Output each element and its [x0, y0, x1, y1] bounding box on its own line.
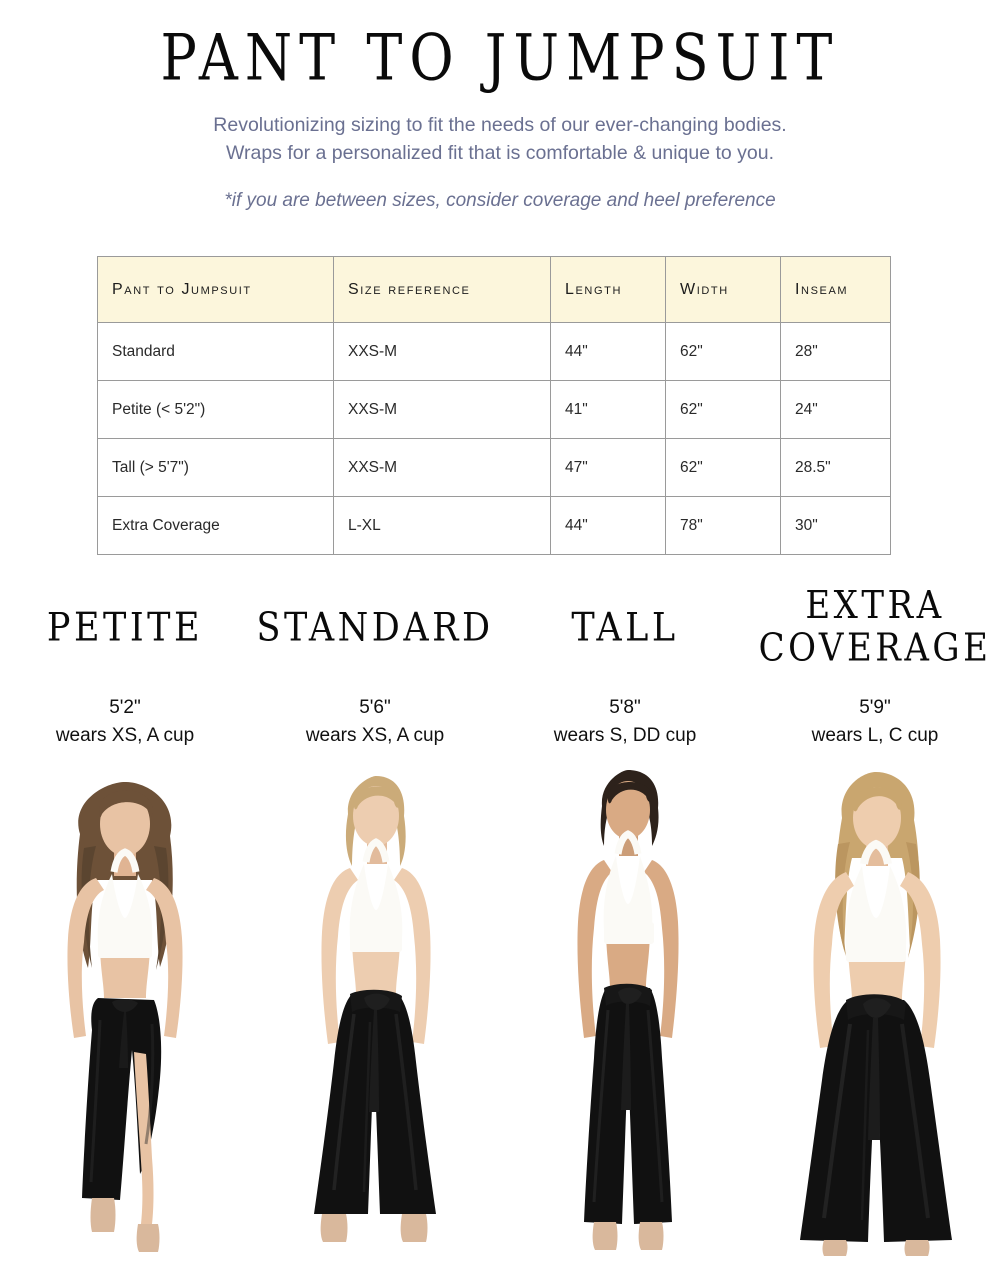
column-header-length: Length — [550, 256, 666, 323]
size-chart-table: Pant to Jumpsuit Size reference Length W… — [97, 256, 891, 555]
model-heading-extra-line1: EXTRA — [805, 583, 945, 629]
size-chart-table-wrapper: Pant to Jumpsuit Size reference Length W… — [97, 256, 891, 555]
model-description-extra-coverage: 5'9" wears L, C cup — [812, 694, 939, 756]
cell-size-reference: L-XL — [333, 496, 551, 555]
cell-inseam: 28" — [780, 322, 891, 381]
model-wears-standard: wears XS, A cup — [305, 724, 445, 746]
model-card-tall: TALL 5'8" wears S, DD cup — [500, 580, 750, 1274]
cell-size-reference: XXS-M — [333, 322, 551, 381]
cell-inseam: 30" — [780, 496, 891, 555]
model-photo-petite — [0, 762, 250, 1262]
model-photo-standard — [250, 762, 500, 1262]
cell-size-reference: XXS-M — [333, 438, 551, 497]
model-gallery: PETITE 5'2" wears XS, A cup — [0, 580, 1000, 1274]
column-header-inseam: Inseam — [780, 256, 891, 323]
model-height-standard: 5'6" — [359, 697, 391, 718]
table-row: Standard XXS-M 44" 62" 28" — [97, 322, 891, 381]
model-wears-extra-coverage: wears L, C cup — [811, 724, 939, 746]
model-wears-tall: wears S, DD cup — [553, 724, 697, 746]
cell-width: 78" — [665, 496, 781, 555]
model-card-standard: STANDARD 5'6" wears XS, A cup — [250, 580, 500, 1274]
cell-fit: Standard — [97, 322, 334, 381]
subtitle-line-2: Wraps for a personalized fit that is com… — [225, 142, 775, 164]
table-row: Petite (< 5'2") XXS-M 41" 62" 24" — [97, 380, 891, 439]
cell-fit: Extra Coverage — [97, 496, 334, 555]
cell-size-reference: XXS-M — [333, 380, 551, 439]
column-header-width: Width — [665, 256, 781, 323]
model-heading-tall: TALL — [571, 605, 679, 651]
model-heading-petite: PETITE — [46, 605, 204, 651]
column-header-size-reference: Size reference — [333, 256, 551, 323]
model-heading-extra-line2: COVERAGE — [758, 626, 992, 671]
model-wears-petite: wears XS, A cup — [55, 724, 195, 746]
cell-length: 44" — [550, 322, 666, 381]
subtitle-line-1: Revolutionizing sizing to fit the needs … — [213, 114, 787, 137]
cell-width: 62" — [665, 380, 781, 439]
cell-inseam: 28.5" — [780, 438, 891, 497]
sizing-note: *if you are between sizes, consider cove… — [224, 189, 776, 211]
table-row: Tall (> 5'7") XXS-M 47" 62" 28.5" — [97, 438, 891, 497]
column-header-fit: Pant to Jumpsuit — [97, 256, 334, 323]
subtitle-block: Revolutionizing sizing to fit the needs … — [0, 112, 1000, 167]
page-title: PANT TO JUMPSUIT — [160, 20, 840, 95]
cell-fit: Petite (< 5'2") — [97, 380, 334, 439]
model-card-petite: PETITE 5'2" wears XS, A cup — [0, 580, 250, 1274]
cell-length: 41" — [550, 380, 666, 439]
table-row: Extra Coverage L-XL 44" 78" 30" — [97, 496, 891, 555]
model-description-tall: 5'8" wears S, DD cup — [554, 694, 697, 756]
cell-length: 47" — [550, 438, 666, 497]
cell-length: 44" — [550, 496, 666, 555]
model-description-standard: 5'6" wears XS, A cup — [306, 694, 444, 756]
cell-width: 62" — [665, 322, 781, 381]
model-photo-tall — [500, 762, 750, 1262]
cell-fit: Tall (> 5'7") — [97, 438, 334, 497]
model-description-petite: 5'2" wears XS, A cup — [56, 694, 194, 756]
model-heading-standard: STANDARD — [256, 605, 494, 651]
cell-inseam: 24" — [780, 380, 891, 439]
model-photo-extra-coverage — [750, 762, 1000, 1262]
model-height-tall: 5'8" — [609, 697, 641, 718]
model-height-extra-coverage: 5'9" — [859, 697, 891, 718]
model-heading-extra-coverage: EXTRA COVERAGE — [759, 580, 992, 692]
cell-width: 62" — [665, 438, 781, 497]
table-header-row: Pant to Jumpsuit Size reference Length W… — [97, 256, 891, 323]
model-height-petite: 5'2" — [109, 697, 141, 718]
model-card-extra-coverage: EXTRA COVERAGE 5'9" wears L, C cup — [750, 580, 1000, 1274]
